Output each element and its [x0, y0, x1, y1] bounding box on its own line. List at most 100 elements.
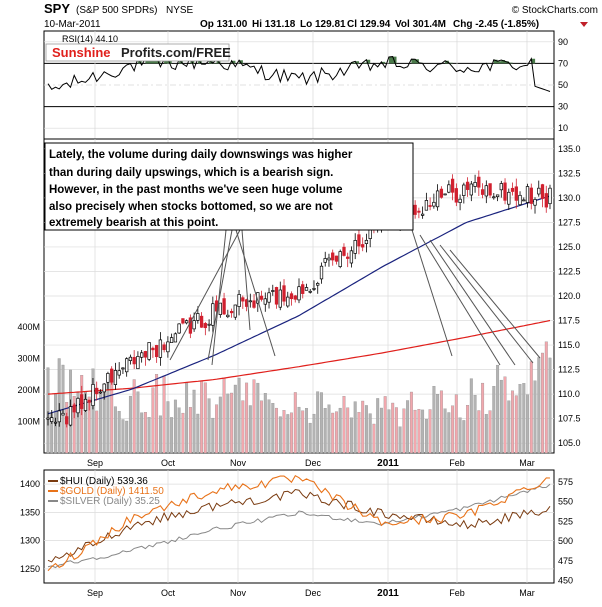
volume-bar [286, 414, 290, 454]
volume-bar [102, 390, 106, 454]
volume-bar [260, 400, 263, 454]
volume-bar [379, 407, 383, 454]
candle-body [121, 367, 125, 370]
candle-body [166, 341, 170, 353]
volume-bar [484, 414, 488, 454]
candle-body [548, 187, 552, 205]
volume-bar [383, 396, 387, 454]
price-tick-label: 110.0 [558, 389, 580, 399]
candle-body [184, 320, 189, 324]
price-tick-label: 132.5 [558, 168, 581, 178]
price-tick-label: 125.0 [558, 242, 581, 252]
candle-body [218, 302, 222, 315]
candle-body [267, 292, 271, 303]
volume-bar [248, 405, 252, 454]
candle-body [147, 342, 151, 360]
price-tick-label: 105.0 [558, 438, 581, 448]
volume-bar [192, 389, 196, 454]
candle-body [364, 239, 369, 244]
candle-body [428, 205, 432, 207]
candle-body [518, 194, 522, 206]
volume-bar [196, 413, 200, 454]
candle-body [211, 303, 215, 326]
volume-bar [188, 407, 192, 454]
metals-right-tick: 475 [558, 556, 573, 566]
volume-bar [413, 409, 417, 454]
candle-body [271, 290, 275, 292]
candle-body [278, 289, 282, 308]
candle-body [312, 288, 316, 290]
volume-tick-label: 100M [17, 416, 40, 426]
annotation-box [44, 142, 414, 231]
candle-body [514, 186, 518, 201]
x-axis-label: Nov [230, 458, 247, 468]
candle-body [110, 368, 114, 383]
candle-body [233, 304, 237, 318]
candle-body [323, 258, 327, 263]
volume-bar [526, 394, 529, 454]
rsi-line [47, 54, 551, 92]
candle-body [361, 244, 365, 248]
volume-bar [477, 410, 481, 454]
price-tick-label: 107.5 [558, 414, 581, 424]
candle-body [529, 187, 533, 204]
metals-legend: $HUI (Daily) 539.36 $GOLD (Daily) 1411.5… [48, 476, 164, 507]
candle-body [462, 184, 466, 196]
candle-body [338, 251, 342, 267]
volume-bar [110, 380, 114, 454]
volume-bar [544, 341, 548, 454]
volume-bar [106, 381, 110, 454]
candle-body [432, 201, 436, 207]
price-tick-label: 115.0 [558, 340, 580, 350]
candle-body [334, 255, 339, 262]
annotation-line: Lately, the volume during daily downswin… [49, 149, 353, 161]
volume-bar [398, 426, 402, 454]
candle-body [331, 252, 335, 261]
candle-body [424, 200, 429, 211]
candle-body [297, 286, 301, 301]
x-axis-label: Sep [87, 458, 103, 468]
candle-body [488, 183, 492, 196]
candle-body [533, 199, 537, 206]
volume-bar [121, 419, 125, 454]
candle-body [540, 184, 545, 199]
candle-body [465, 181, 470, 190]
symbol-name: (S&P 500 SPDRs) [76, 5, 158, 16]
annotation-pointer [211, 229, 227, 366]
volume-bar [237, 377, 241, 454]
candle-body [95, 387, 99, 395]
volume-bar [147, 417, 151, 454]
volume-bar [406, 400, 410, 454]
rsi-tick-label: 70 [558, 58, 568, 68]
date-label: 10-Mar-2011 [44, 19, 101, 30]
x-axis-label: Dec [305, 588, 322, 598]
price-tick-label: 112.5 [558, 365, 580, 375]
volume-bar [394, 407, 398, 454]
high-value: Hi 131.18 [252, 19, 296, 30]
annotation-pointer [235, 229, 276, 357]
candle-body [143, 351, 148, 358]
x-axis-label: Dec [305, 458, 322, 468]
volume-bar [439, 390, 443, 454]
candle-body [222, 298, 226, 315]
volume-bar [282, 410, 286, 454]
annotation-pointer [207, 229, 233, 361]
volume-bar [499, 379, 503, 454]
brand-dark-text: Profits.com/FREE [121, 45, 231, 60]
annotation-pointer [429, 239, 516, 366]
volume-bar [132, 379, 136, 454]
volume-bar [293, 392, 297, 454]
candle-body [151, 347, 155, 351]
candle-body [248, 300, 252, 303]
volume-bar [451, 405, 455, 454]
volume-bar [155, 374, 159, 454]
volume-bar [162, 375, 166, 454]
x-axis-label: Mar [519, 588, 535, 598]
annotation-pointer [241, 229, 251, 331]
symbol-title: SPY [44, 1, 70, 16]
volume-bar [278, 416, 282, 454]
volume-bar [301, 410, 305, 454]
candle-body [349, 250, 354, 264]
candle-body [439, 188, 444, 198]
